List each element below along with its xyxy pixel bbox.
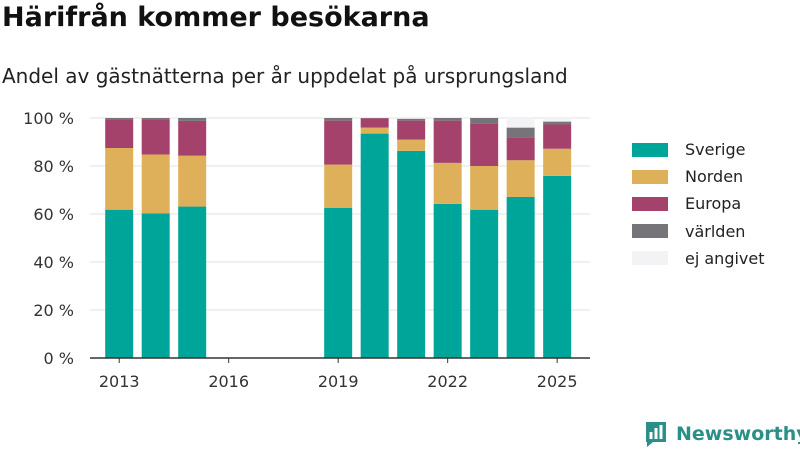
legend-label: Sverige — [685, 140, 746, 160]
legend-label: ej angivet — [685, 248, 765, 268]
newsworthy-logo-icon — [646, 422, 666, 447]
bar-segment-världen — [543, 121, 572, 125]
legend-swatch — [632, 196, 668, 211]
bar-segment-Europa — [141, 119, 170, 155]
brand-name: Newsworthy — [676, 423, 800, 445]
y-tick-label: 80 % — [33, 157, 74, 176]
bar-segment-världen — [178, 118, 207, 121]
x-tick-label: 2019 — [318, 372, 359, 391]
y-tick-label: 0 % — [44, 349, 74, 368]
chart-legend: Sverige Norden Europa världen ej angivet — [632, 136, 765, 272]
bar-segment-Europa — [433, 120, 462, 163]
bar-segment-ej-angivet — [397, 118, 426, 119]
bar-segment-Norden — [506, 160, 535, 197]
bar-segment-Sverige — [397, 150, 426, 358]
bar-segment-Sverige — [324, 207, 353, 358]
bar-segment-Norden — [470, 166, 499, 210]
bar-segment-Europa — [543, 124, 572, 149]
bar-segment-Europa — [470, 123, 499, 166]
bar-segment-Europa — [360, 118, 389, 128]
y-tick-label: 100 % — [23, 109, 74, 128]
bar-segment-Norden — [397, 139, 426, 151]
x-tick-label: 2022 — [427, 372, 468, 391]
bar-segment-Sverige — [141, 213, 170, 358]
legend-swatch — [632, 142, 668, 157]
bar-segment-Europa — [397, 120, 426, 140]
legend-label: Europa — [685, 194, 742, 214]
bar-segment-Norden — [178, 155, 207, 207]
bar-segment-Sverige — [543, 175, 572, 358]
legend-item: ej angivet — [632, 245, 765, 272]
bar-segment-Europa — [178, 120, 207, 156]
bar-segment-Sverige — [105, 209, 134, 358]
legend-swatch — [632, 224, 668, 239]
bar-segment-världen — [105, 118, 134, 120]
x-tick-label: 2016 — [208, 372, 249, 391]
y-tick-label: 40 % — [33, 253, 74, 272]
legend-item: världen — [632, 218, 765, 245]
bar-segment-världen — [324, 118, 353, 121]
bar-segment-Sverige — [470, 209, 499, 358]
bar-segment-Norden — [360, 127, 389, 134]
x-tick-label: 2025 — [537, 372, 578, 391]
bar-segment-Sverige — [433, 203, 462, 358]
chart-title: Härifrån kommer besökarna — [2, 2, 430, 33]
bar-segment-Norden — [543, 148, 572, 176]
x-tick-label: 2013 — [99, 372, 140, 391]
bar-segment-Europa — [324, 120, 353, 165]
newsworthy-brand: Newsworthy — [644, 420, 800, 448]
y-tick-label: 20 % — [33, 301, 74, 320]
bar-segment-världen — [397, 118, 426, 121]
legend-label: Norden — [685, 167, 744, 187]
bar-segment-ej-angivet — [506, 118, 535, 128]
bar-segment-världen — [470, 118, 499, 124]
bar-segment-Sverige — [360, 133, 389, 358]
bar-segment-Norden — [433, 162, 462, 204]
chart-subtitle: Andel av gästnätterna per år uppdelat på… — [2, 64, 568, 88]
legend-item: Sverige — [632, 136, 765, 163]
legend-swatch — [632, 251, 668, 266]
legend-label: världen — [685, 221, 746, 241]
bar-segment-Sverige — [178, 206, 207, 358]
legend-swatch — [632, 169, 668, 184]
bar-segment-världen — [433, 118, 462, 121]
legend-item: Norden — [632, 163, 765, 190]
bar-segment-Norden — [324, 164, 353, 208]
bar-segment-ej-angivet — [543, 118, 572, 122]
bar-segment-världen — [506, 127, 535, 138]
bar-segment-Norden — [141, 154, 170, 214]
bar-segment-Sverige — [506, 196, 535, 358]
bar-segment-Europa — [506, 137, 535, 161]
bar-segment-Norden — [105, 148, 134, 210]
y-tick-label: 60 % — [33, 205, 74, 224]
bar-segment-Europa — [105, 119, 134, 148]
legend-item: Europa — [632, 190, 765, 217]
bar-segment-världen — [141, 118, 170, 120]
